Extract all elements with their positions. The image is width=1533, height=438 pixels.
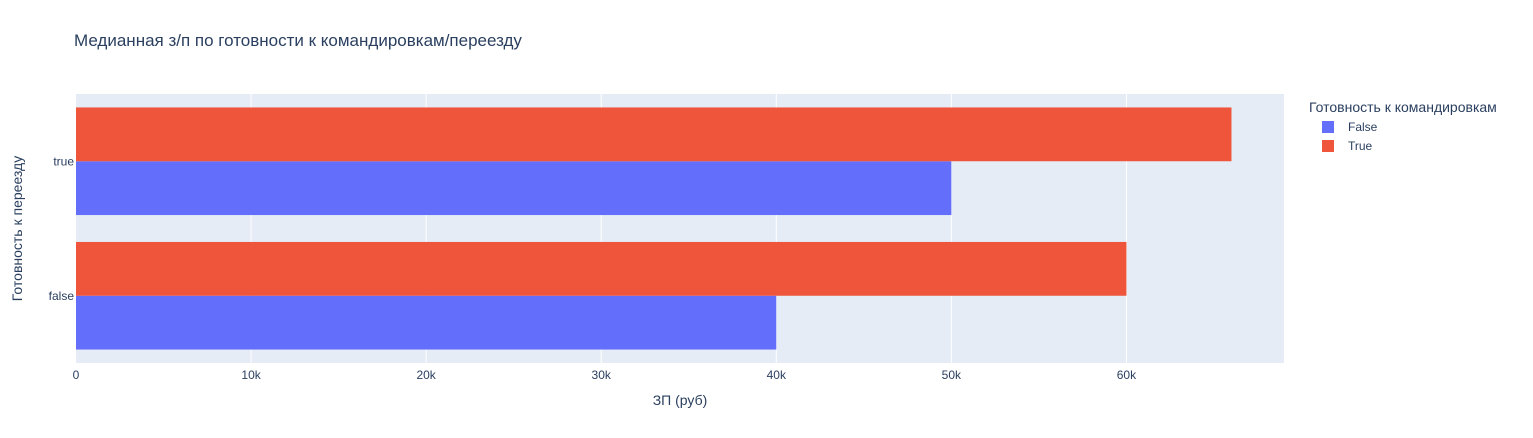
x-tick-label: 30k	[592, 368, 612, 382]
x-axis-title: ЗП (руб)	[653, 392, 708, 408]
legend-swatch-false[interactable]	[1322, 121, 1334, 133]
x-tick-label: 50k	[942, 368, 962, 382]
x-tick-label: 10k	[241, 368, 261, 382]
bars	[76, 107, 1232, 350]
bar-false-false[interactable]	[76, 295, 777, 350]
y-tick-labels: false true	[49, 154, 75, 303]
x-tick-labels: 0 10k 20k 30k 40k 50k 60k	[73, 368, 1137, 382]
bar-true-false[interactable]	[76, 241, 1127, 296]
y-axis-title: Готовность к переезду	[9, 156, 25, 301]
legend-label-false[interactable]: False	[1348, 120, 1378, 134]
legend-title: Готовность к командировкам	[1309, 99, 1497, 115]
x-tick-label: 20k	[416, 368, 436, 382]
x-tick-label: 40k	[767, 368, 787, 382]
legend-swatch-true[interactable]	[1322, 140, 1334, 152]
legend-label-true[interactable]: True	[1348, 139, 1373, 153]
chart-title: Медианная з/п по готовности к командиров…	[74, 31, 522, 50]
y-tick-label: false	[49, 289, 75, 303]
bar-false-true[interactable]	[76, 161, 952, 216]
x-tick-label: 0	[73, 368, 80, 382]
bar-true-true[interactable]	[76, 107, 1232, 162]
y-tick-label: true	[53, 154, 74, 168]
legend: Готовность к командировкам False True	[1309, 99, 1497, 153]
x-tick-label: 60k	[1117, 368, 1137, 382]
